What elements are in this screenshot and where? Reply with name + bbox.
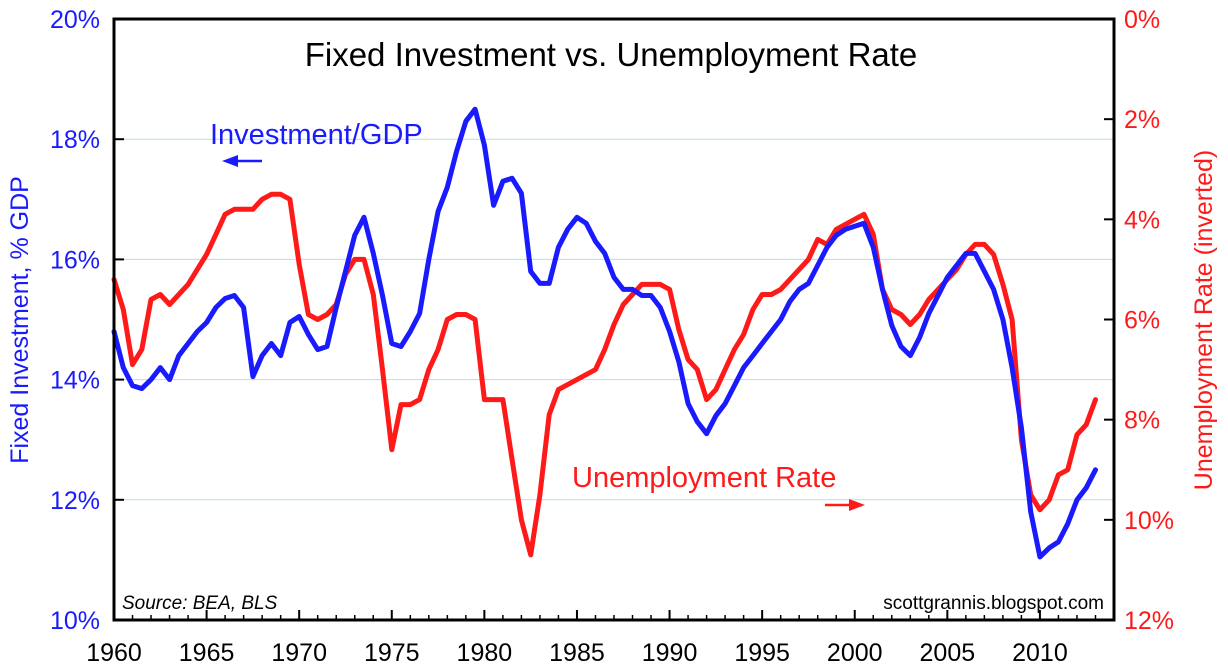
x-tick-label: 1960 (86, 639, 142, 667)
chart-title: Fixed Investment vs. Unemployment Rate (305, 36, 918, 73)
left-tick-label: 10% (50, 607, 100, 635)
unemployment-series-label: Unemployment Rate (572, 462, 836, 494)
left-tick-label: 18% (50, 126, 100, 154)
right-tick-label: 0% (1124, 6, 1160, 34)
right-tick-label: 10% (1124, 507, 1174, 535)
x-axis-ticks: 1960 1965 1970 1975 1980 1985 1990 1995 2000 2005… (86, 610, 1097, 667)
gridlines (114, 138, 1114, 501)
x-tick-label: 2010 (1012, 639, 1068, 667)
x-tick-label: 1990 (642, 639, 698, 667)
x-tick-label: 1980 (457, 639, 513, 667)
left-arrow-icon (222, 155, 262, 167)
investment-series-label: Investment/GDP (210, 119, 423, 151)
investment-gdp-line (111, 106, 1098, 560)
unemployment-rate-line (111, 191, 1098, 558)
left-axis-ticks: 10% 12% 14% 16% 18% 20% (50, 6, 124, 635)
x-tick-label: 2005 (920, 639, 976, 667)
x-tick-label: 1965 (179, 639, 235, 667)
x-tick-label: 1975 (364, 639, 420, 667)
y-axis-label-right: Unemployment Rate (inverted) (1190, 150, 1218, 490)
left-tick-label: 12% (50, 487, 100, 515)
right-tick-label: 2% (1124, 106, 1160, 134)
right-tick-label: 12% (1124, 607, 1174, 635)
right-tick-label: 4% (1124, 206, 1160, 234)
right-tick-label: 6% (1124, 307, 1160, 335)
x-tick-label: 1985 (549, 639, 605, 667)
credit-text: scottgrannis.blogspot.com (883, 593, 1104, 614)
source-note: Source: BEA, BLS (122, 593, 278, 614)
left-tick-label: 14% (50, 367, 100, 395)
left-tick-label: 16% (50, 246, 100, 274)
x-tick-label: 2000 (827, 639, 883, 667)
x-tick-label: 1995 (734, 639, 790, 667)
y-axis-label-left: Fixed Investment, % GDP (6, 176, 34, 464)
right-tick-label: 8% (1124, 407, 1160, 435)
right-axis-ticks: 0% 2% 4% 6% 8% 10% 12% (1104, 6, 1174, 635)
right-arrow-icon (825, 499, 865, 511)
series-lines (111, 106, 1098, 560)
x-tick-label: 1970 (271, 639, 327, 667)
left-tick-label: 20% (50, 6, 100, 34)
